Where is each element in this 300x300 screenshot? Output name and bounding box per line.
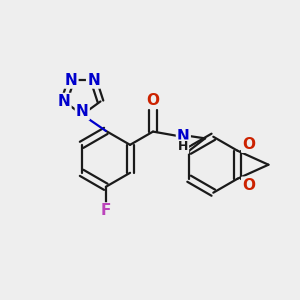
Text: O: O bbox=[242, 178, 255, 193]
Text: H: H bbox=[178, 140, 188, 153]
Text: N: N bbox=[58, 94, 70, 109]
Text: N: N bbox=[87, 73, 100, 88]
Text: O: O bbox=[146, 93, 160, 108]
Text: N: N bbox=[177, 128, 190, 143]
Text: O: O bbox=[242, 137, 255, 152]
Text: F: F bbox=[100, 203, 111, 218]
Text: N: N bbox=[76, 104, 89, 119]
Text: N: N bbox=[65, 73, 77, 88]
